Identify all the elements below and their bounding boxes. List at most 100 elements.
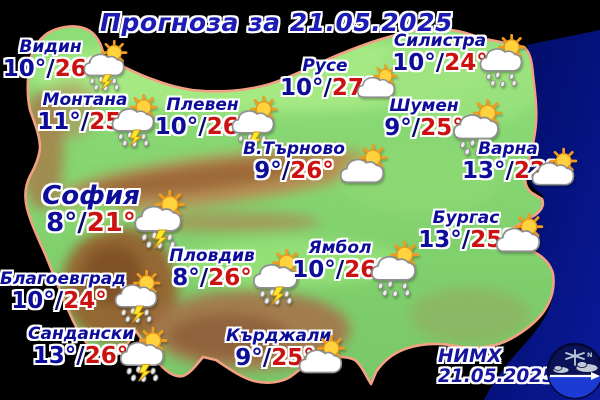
city-name: Плевен [166, 95, 239, 115]
temp-min: 10° [154, 114, 199, 140]
city-label: София 8°/21° [32, 183, 150, 237]
temp-min: 10° [292, 257, 336, 283]
city-name: Русе [302, 56, 348, 76]
city-temps: 9°/26° [240, 159, 348, 183]
partly-cloudy-icon [334, 139, 390, 195]
logo-arrow [550, 372, 600, 380]
temp-separator: / [281, 158, 291, 184]
rain-icon [365, 241, 422, 298]
temp-separator: / [461, 227, 471, 253]
city-name: Пловдив [169, 246, 255, 266]
temp-separator: / [323, 75, 332, 101]
city-name: Монтана [42, 90, 128, 110]
cloud-icon [371, 255, 416, 281]
cloud-icon [119, 341, 165, 367]
thunderstorm-icon [106, 94, 160, 148]
temp-min: 10° [2, 56, 47, 82]
thunderstorm-icon [114, 327, 170, 383]
cloud-icon [83, 53, 125, 77]
temp-min: 8° [172, 265, 200, 291]
city-label: Пловдив 8°/26° [163, 246, 261, 291]
raindrops-icon [377, 280, 411, 298]
city-name: Шумен [389, 96, 459, 116]
temp-separator: / [198, 114, 207, 140]
raindrops-icon [459, 139, 493, 157]
temp-min: 10° [392, 50, 436, 76]
city-name: Благоевград [0, 269, 126, 289]
partly-cloudy-icon [526, 143, 580, 197]
page-title: Прогноза за 21.05.2025 [100, 8, 453, 37]
city-label: В.Търново 9°/26° [240, 139, 348, 184]
temp-max: 26° [208, 265, 252, 291]
thunderstorm-icon [128, 190, 188, 250]
thunderstorm-icon [247, 249, 304, 306]
cloud-icon [531, 162, 575, 186]
temp-min: 8° [46, 208, 78, 238]
city-name: Бургас [432, 208, 500, 228]
temp-separator: / [199, 265, 209, 291]
black-sea [484, 30, 600, 400]
city-name: Сандански [28, 324, 135, 344]
temp-max: 24° [63, 288, 107, 314]
footer-date: 21.05.2025 [438, 365, 556, 387]
svg-text:N: N [587, 351, 592, 359]
city-name: Силистра [393, 31, 487, 51]
cloud-icon [231, 110, 275, 134]
temp-min: 11° [37, 109, 81, 135]
temp-separator: / [435, 50, 445, 76]
temp-min: 10° [11, 288, 55, 314]
temp-min: 13° [462, 158, 506, 184]
lightning-icon [153, 229, 169, 249]
city-label: Благоевград 10°/24° [0, 269, 126, 314]
temp-separator: / [46, 56, 55, 82]
cloud-icon [357, 76, 395, 98]
temp-separator: / [262, 345, 272, 371]
temp-min: 9° [235, 345, 263, 371]
temp-min: 9° [254, 158, 282, 184]
lightning-icon [132, 305, 146, 323]
logo-wind-vane [565, 349, 585, 366]
temp-min: 10° [280, 75, 324, 101]
cloud-icon [134, 205, 182, 232]
city-name: София [42, 181, 140, 211]
footer-org: НИМХ [438, 346, 502, 367]
thunderstorm-icon [78, 40, 130, 92]
partly-cloudy-icon [352, 60, 400, 108]
thunderstorm-icon [109, 270, 163, 324]
cloud-icon [298, 349, 343, 374]
footer-credit: НИМХ 21.05.2025 [438, 347, 555, 386]
rain-icon [474, 34, 528, 88]
bulgaria-border [24, 25, 555, 386]
city-name: Видин [19, 37, 82, 57]
temp-separator: / [80, 109, 90, 135]
temp-min: 13° [418, 227, 462, 253]
lightning-icon [138, 363, 152, 382]
temp-separator: / [411, 115, 421, 141]
temp-separator: / [54, 288, 64, 314]
cloud-icon [453, 114, 499, 140]
cloud-icon [111, 108, 155, 132]
raindrops-icon [486, 71, 517, 88]
city-temps: 10°/24° [0, 289, 118, 313]
cloud-icon [339, 158, 385, 184]
city-name: В.Търново [243, 139, 345, 159]
partly-cloudy-icon [293, 330, 348, 385]
partly-cloudy-icon [490, 208, 546, 264]
cloud-icon [495, 227, 541, 253]
cloud-icon [114, 284, 158, 308]
temp-max: 26° [290, 158, 334, 184]
thunderstorm-icon [226, 96, 280, 150]
temp-separator: / [505, 158, 514, 184]
temp-separator: / [76, 343, 85, 369]
temp-separator: / [77, 208, 87, 238]
city-name: Ямбол [308, 238, 372, 258]
city-temps: 8°/26° [163, 266, 261, 290]
temp-min: 13° [32, 343, 77, 369]
raindrops-icon [89, 76, 120, 92]
lightning-icon [100, 74, 114, 91]
cloud-icon [479, 48, 523, 72]
logo-clouds [552, 361, 599, 374]
temp-separator: / [335, 257, 345, 283]
nimh-logo-icon: N [546, 342, 600, 400]
